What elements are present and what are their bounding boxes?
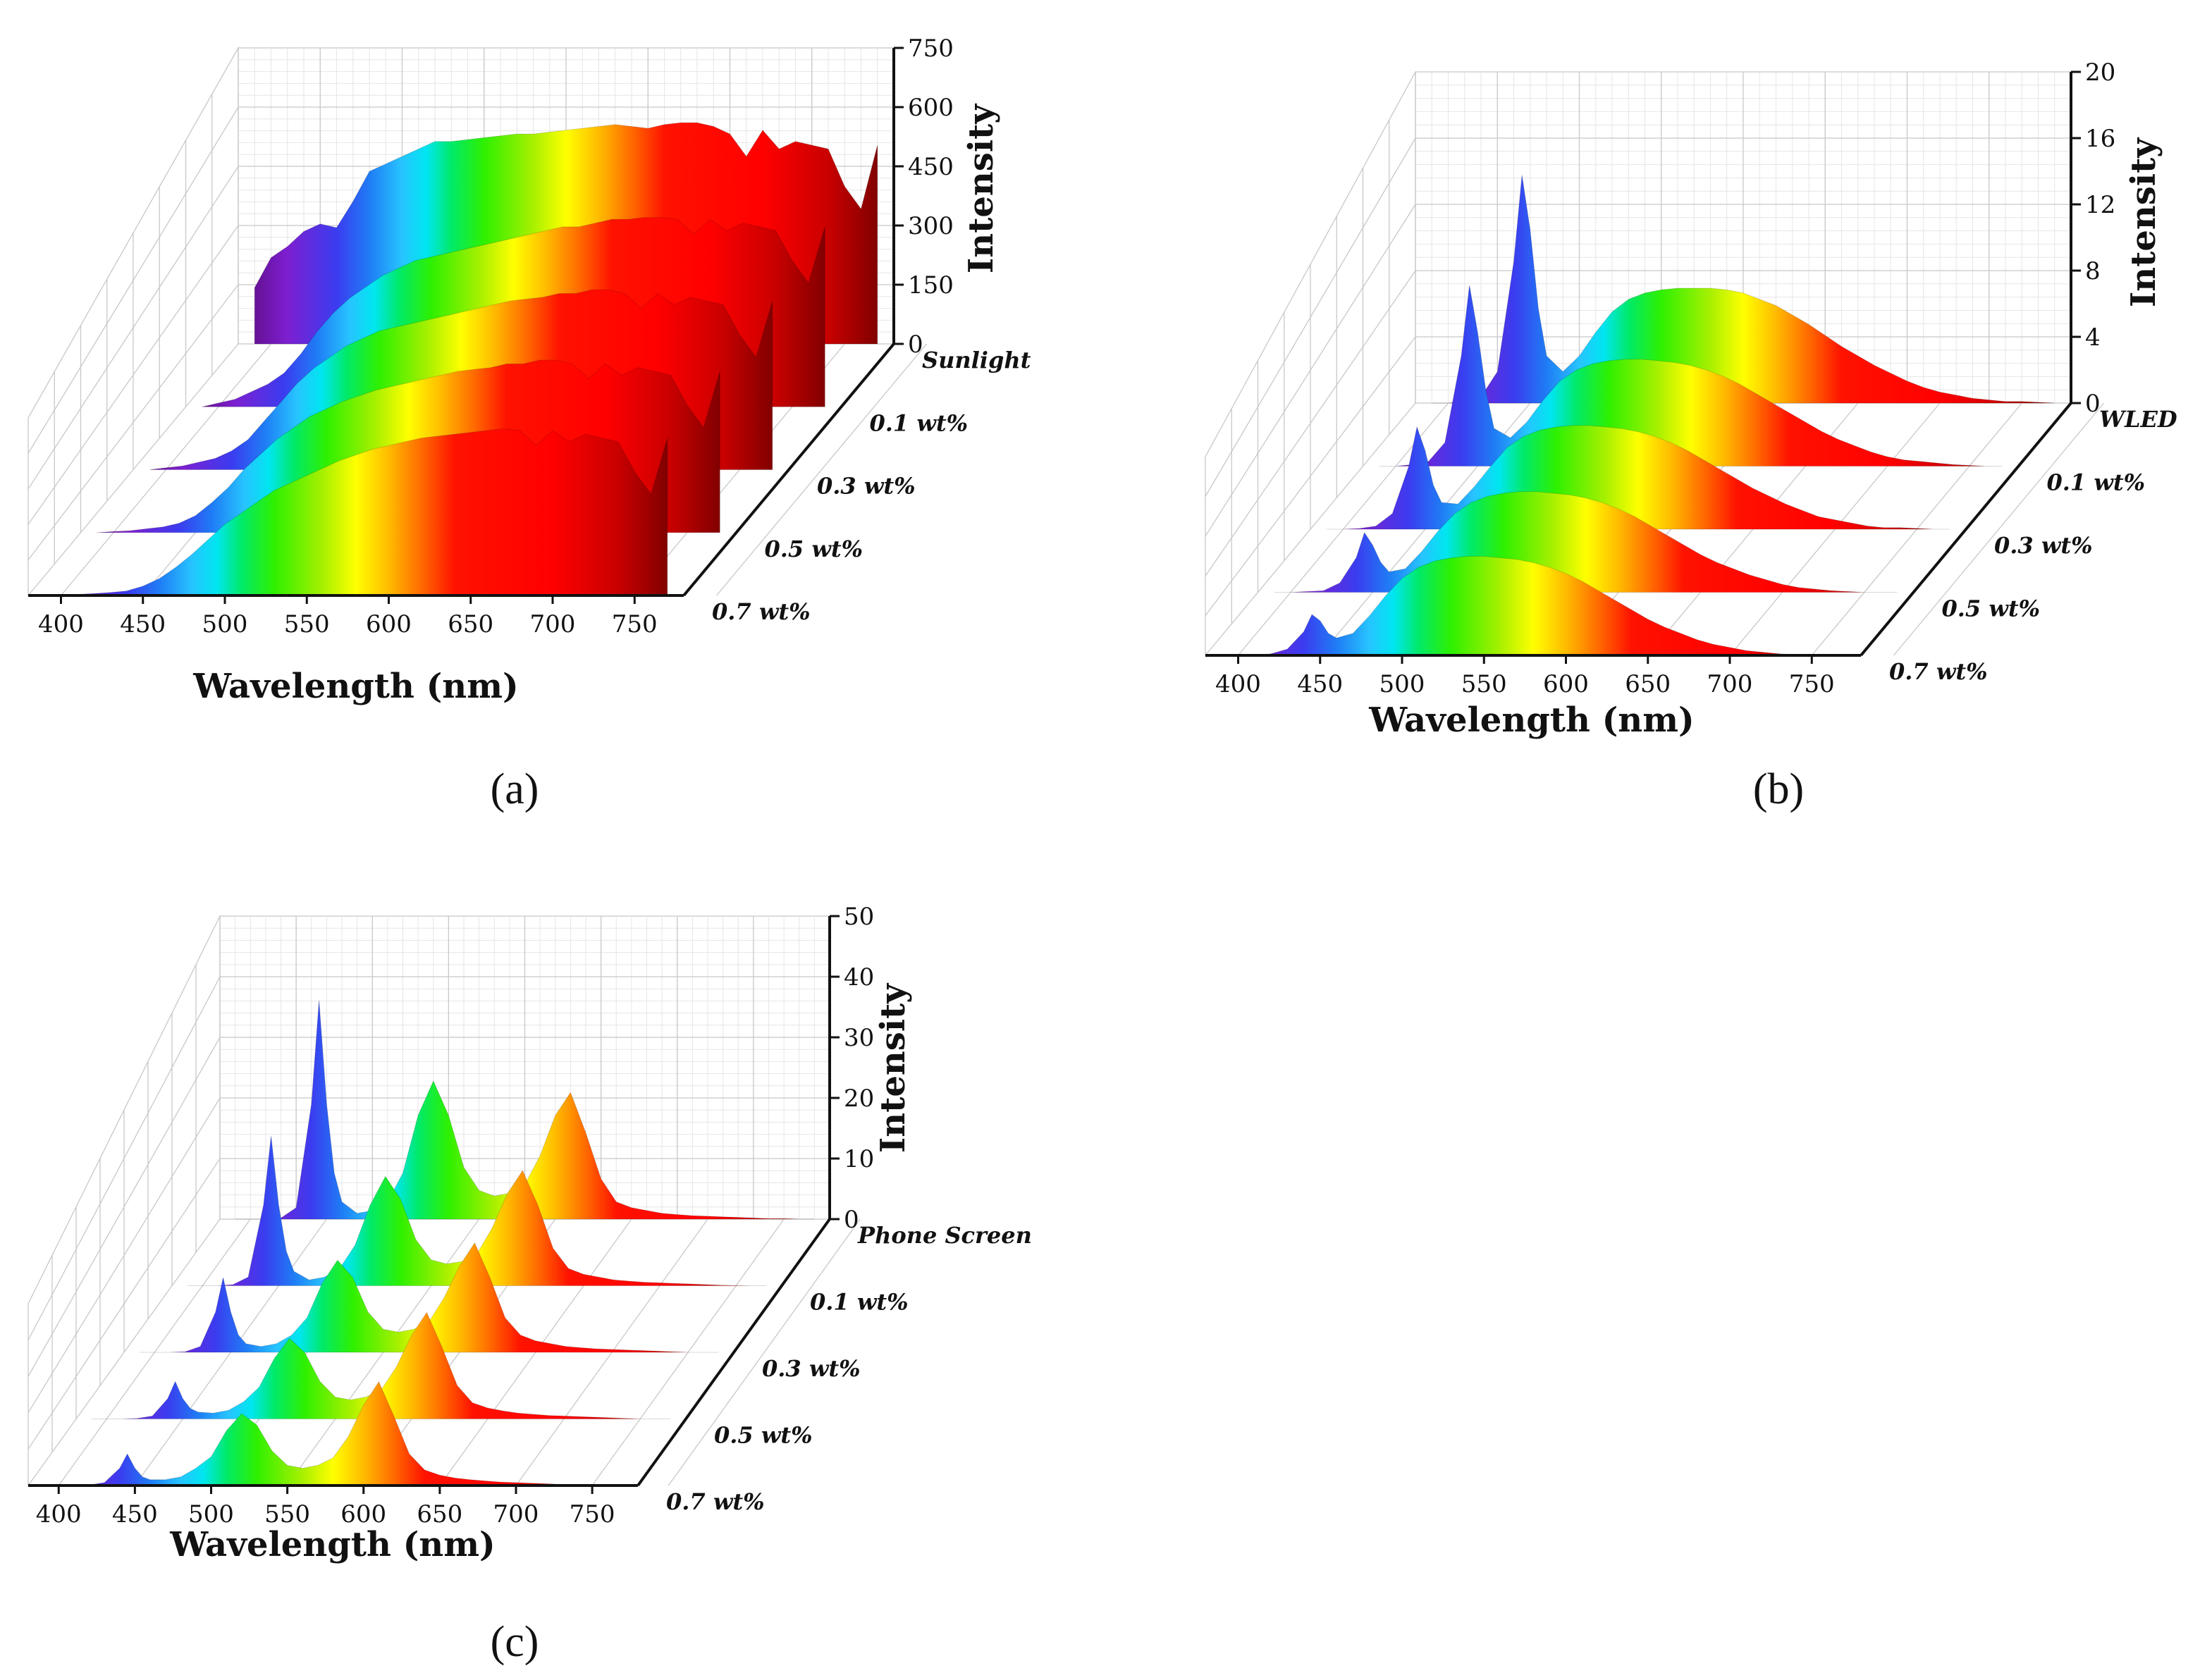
y-tick-label: 450 [908,153,954,181]
x-tick-label: 750 [1789,670,1835,698]
panel-c-label: (c) [491,1618,539,1666]
x-tick-label: 750 [612,610,658,638]
depth-label-4: 0.5 wt% [765,536,864,562]
panel-a-ylabel: Intensity [961,103,1001,273]
y-tick-label: 600 [908,94,954,122]
series-area-5 [1222,555,1845,656]
x-tick-label: 650 [417,1500,462,1528]
panel-a: Sunlight 0.1 wt% 0.3 wt% 0.5 wt% 0.7 wt% 400 4… [27,35,1031,813]
y-tick-label: 40 [844,963,874,992]
x-tick-label: 600 [366,610,412,638]
panel-b-label: (b) [1753,765,1804,813]
panel-c: Phone Screen 0.1 wt% 0.3 wt% 0.5 wt% 0.7 wt%… [27,903,1032,1666]
x-tick-label: 400 [36,1500,82,1528]
depth-label-2: 0.1 wt% [810,1289,909,1316]
x-tick-label: 700 [1707,670,1753,698]
x-tick-label: 400 [1215,670,1261,698]
y-tick-label: 4 [2085,323,2101,352]
panel-a-plot: Sunlight 0.1 wt% 0.3 wt% 0.5 wt% 0.7 wt% 400 4… [27,35,1031,638]
depth-label-3: 0.3 wt% [762,1355,861,1382]
y-tick-label: 8 [2085,257,2101,285]
x-tick-label: 750 [570,1500,615,1528]
y-tick-label: 750 [908,35,954,63]
panel-b-ylabel: Intensity [2124,137,2163,307]
series-area-3 [1327,425,1950,530]
y-tick-label: 300 [908,212,954,240]
x-tick-label: 500 [1379,670,1425,698]
panel-b-xlabel: Wavelength (nm) [1368,700,1694,740]
y-tick-label: 0 [844,1206,859,1234]
x-tick-label: 450 [120,610,166,638]
x-tick-label: 500 [188,1500,234,1528]
panel-c-xlabel: Wavelength (nm) [169,1525,495,1564]
x-tick-label: 650 [1625,670,1671,698]
x-tick-label: 550 [264,1500,310,1528]
x-tick-label: 700 [493,1500,539,1528]
series-area-1 [1432,175,2055,404]
depth-label-5: 0.7 wt% [712,598,811,625]
x-tick-label: 550 [284,610,330,638]
depth-label-2: 0.1 wt% [870,409,969,436]
depth-label-2: 0.1 wt% [2047,469,2146,496]
series-area-5 [43,1381,623,1486]
depth-label-4: 0.5 wt% [714,1422,813,1449]
depth-label-3: 0.3 wt% [1994,532,2093,559]
panel-b-plot: WLED 0.1 wt% 0.3 wt% 0.5 wt% 0.7 wt% 400 450 50… [1205,58,2177,698]
series-area-2 [1379,285,2003,467]
depth-label-1: Sunlight [922,347,1031,373]
x-tick-label: 650 [448,610,493,638]
y-tick-label: 12 [2085,191,2115,219]
y-tick-label: 50 [844,903,874,931]
x-tick-label: 450 [1297,670,1343,698]
x-tick-label: 700 [530,610,576,638]
x-tick-label: 600 [1543,670,1589,698]
x-tick-label: 600 [340,1500,386,1528]
y-tick-label: 16 [2085,125,2115,153]
y-tick-label: 0 [908,331,923,359]
panel-c-plot: Phone Screen 0.1 wt% 0.3 wt% 0.5 wt% 0.7 wt%… [27,903,1032,1528]
y-tick-label: 20 [2085,58,2115,87]
y-tick-label: 150 [908,271,954,299]
panel-c-ylabel: Intensity [873,982,913,1153]
x-tick-label: 450 [112,1500,158,1528]
depth-label-4: 0.5 wt% [1942,595,2041,622]
depth-label-1: Phone Screen [857,1222,1032,1249]
depth-label-1: WLED [2099,406,2177,433]
panel-b: WLED 0.1 wt% 0.3 wt% 0.5 wt% 0.7 wt% 400 450 50… [1205,58,2177,813]
panel-a-xlabel: Wavelength (nm) [192,667,518,706]
x-tick-label: 400 [38,610,84,638]
y-tick-label: 10 [844,1145,874,1173]
x-tick-label: 550 [1461,670,1507,698]
depth-label-5: 0.7 wt% [666,1488,765,1515]
series-area-5 [44,428,668,596]
y-tick-label: 30 [844,1024,874,1052]
depth-label-3: 0.3 wt% [817,473,916,500]
y-tick-label: 20 [844,1085,874,1113]
depth-label-5: 0.7 wt% [1889,658,1988,685]
panel-a-label: (a) [491,765,539,813]
y-tick-label: 0 [2085,390,2101,418]
x-tick-label: 500 [202,610,248,638]
series-area-4 [1274,491,1898,593]
